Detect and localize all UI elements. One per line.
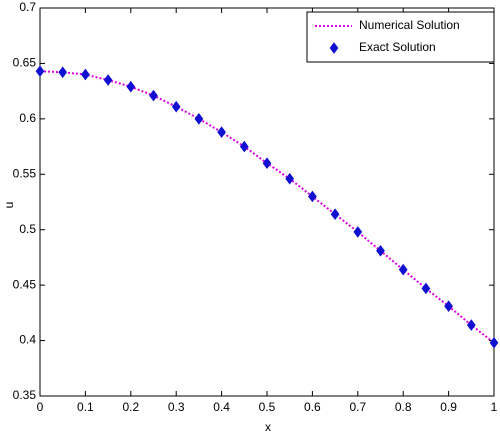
data-point bbox=[330, 208, 340, 221]
x-tick-label: 0.5 bbox=[259, 400, 276, 414]
data-point bbox=[239, 140, 249, 153]
legend-box bbox=[306, 11, 495, 63]
data-point bbox=[217, 126, 226, 138]
x-tick-label: 0.4 bbox=[213, 400, 230, 414]
y-tick-label: 0.5 bbox=[19, 222, 36, 236]
data-point bbox=[398, 263, 408, 276]
data-point bbox=[171, 100, 181, 113]
data-point bbox=[149, 89, 158, 102]
data-point bbox=[444, 300, 453, 313]
data-point bbox=[466, 319, 476, 331]
x-tick-label: 0 bbox=[37, 400, 44, 414]
legend-marker bbox=[329, 42, 339, 54]
y-tick-label: 0.55 bbox=[13, 166, 37, 180]
legend-label: Numerical Solution bbox=[359, 18, 460, 32]
x-tick-label: 0.2 bbox=[122, 400, 139, 414]
data-point bbox=[489, 336, 499, 349]
data-point bbox=[126, 80, 136, 93]
data-point bbox=[194, 113, 204, 125]
x-tick-label: 1 bbox=[491, 400, 498, 414]
data-point bbox=[262, 157, 272, 170]
data-point bbox=[35, 65, 45, 78]
x-tick-label: 0.6 bbox=[304, 400, 321, 414]
y-tick-label: 0.4 bbox=[19, 333, 36, 347]
data-point bbox=[421, 282, 431, 295]
legend-label: Exact Solution bbox=[359, 40, 436, 54]
data-point bbox=[103, 74, 113, 86]
y-tick-label: 0.45 bbox=[13, 277, 37, 291]
x-tick-label: 0.3 bbox=[168, 400, 185, 414]
data-point bbox=[285, 172, 295, 185]
x-tick-label: 0.1 bbox=[77, 400, 94, 414]
data-point bbox=[58, 66, 68, 79]
data-point bbox=[81, 68, 90, 81]
y-tick-label: 0.7 bbox=[19, 0, 36, 14]
x-tick-label: 0.7 bbox=[349, 400, 366, 414]
y-tick-label: 0.6 bbox=[19, 111, 36, 125]
y-tick-label: 0.65 bbox=[13, 56, 37, 70]
x-axis-label: x bbox=[265, 420, 271, 434]
y-tick-label: 0.35 bbox=[13, 388, 37, 402]
data-point bbox=[353, 226, 363, 238]
y-axis-label: u bbox=[2, 202, 16, 209]
x-tick-label: 0.9 bbox=[440, 400, 457, 414]
data-point bbox=[376, 244, 385, 257]
data-point bbox=[308, 190, 317, 203]
x-tick-label: 0.8 bbox=[395, 400, 412, 414]
